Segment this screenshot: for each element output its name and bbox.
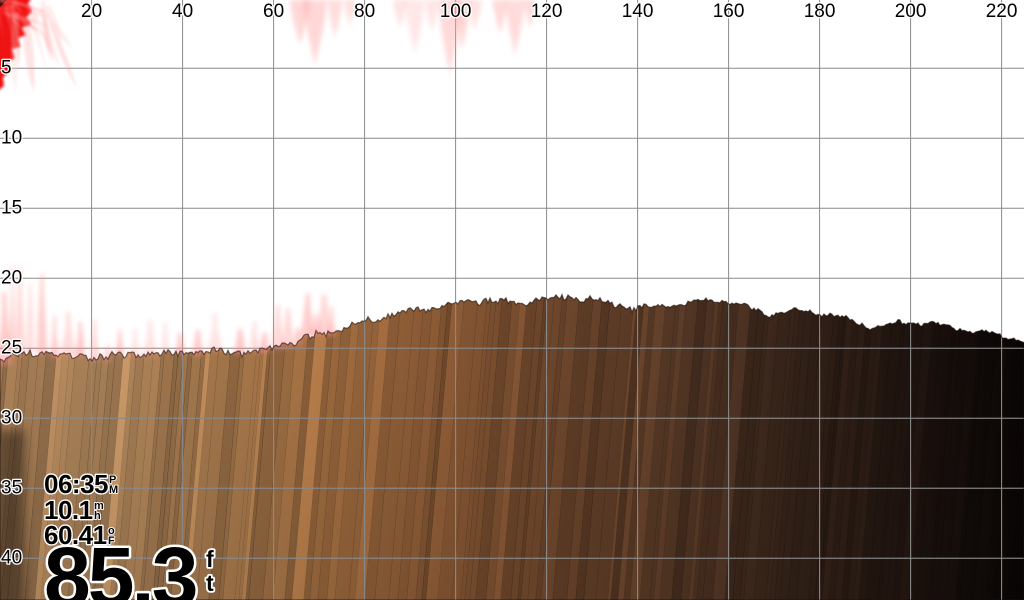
svg-text:220: 220	[986, 1, 1018, 22]
svg-text:140: 140	[622, 1, 654, 22]
svg-text:20: 20	[1, 267, 22, 288]
svg-text:200: 200	[895, 1, 927, 22]
svg-text:80: 80	[354, 1, 375, 22]
svg-text:40: 40	[1, 547, 22, 568]
svg-text:f: f	[206, 546, 214, 572]
svg-text:160: 160	[713, 1, 745, 22]
svg-text:100: 100	[440, 1, 472, 22]
svg-text:85.3: 85.3	[44, 530, 196, 600]
svg-text:120: 120	[531, 1, 563, 22]
svg-text:10: 10	[1, 127, 22, 148]
svg-text:25: 25	[1, 337, 22, 358]
svg-text:M: M	[109, 484, 118, 496]
svg-text:35: 35	[1, 477, 22, 498]
svg-text:40: 40	[172, 1, 193, 22]
svg-text:h: h	[94, 510, 101, 522]
svg-text:t: t	[206, 570, 214, 596]
svg-text:180: 180	[804, 1, 836, 22]
svg-text:15: 15	[1, 197, 22, 218]
svg-text:60: 60	[263, 1, 284, 22]
svg-text:5: 5	[1, 57, 12, 78]
svg-text:20: 20	[81, 1, 102, 22]
svg-text:30: 30	[1, 407, 22, 428]
